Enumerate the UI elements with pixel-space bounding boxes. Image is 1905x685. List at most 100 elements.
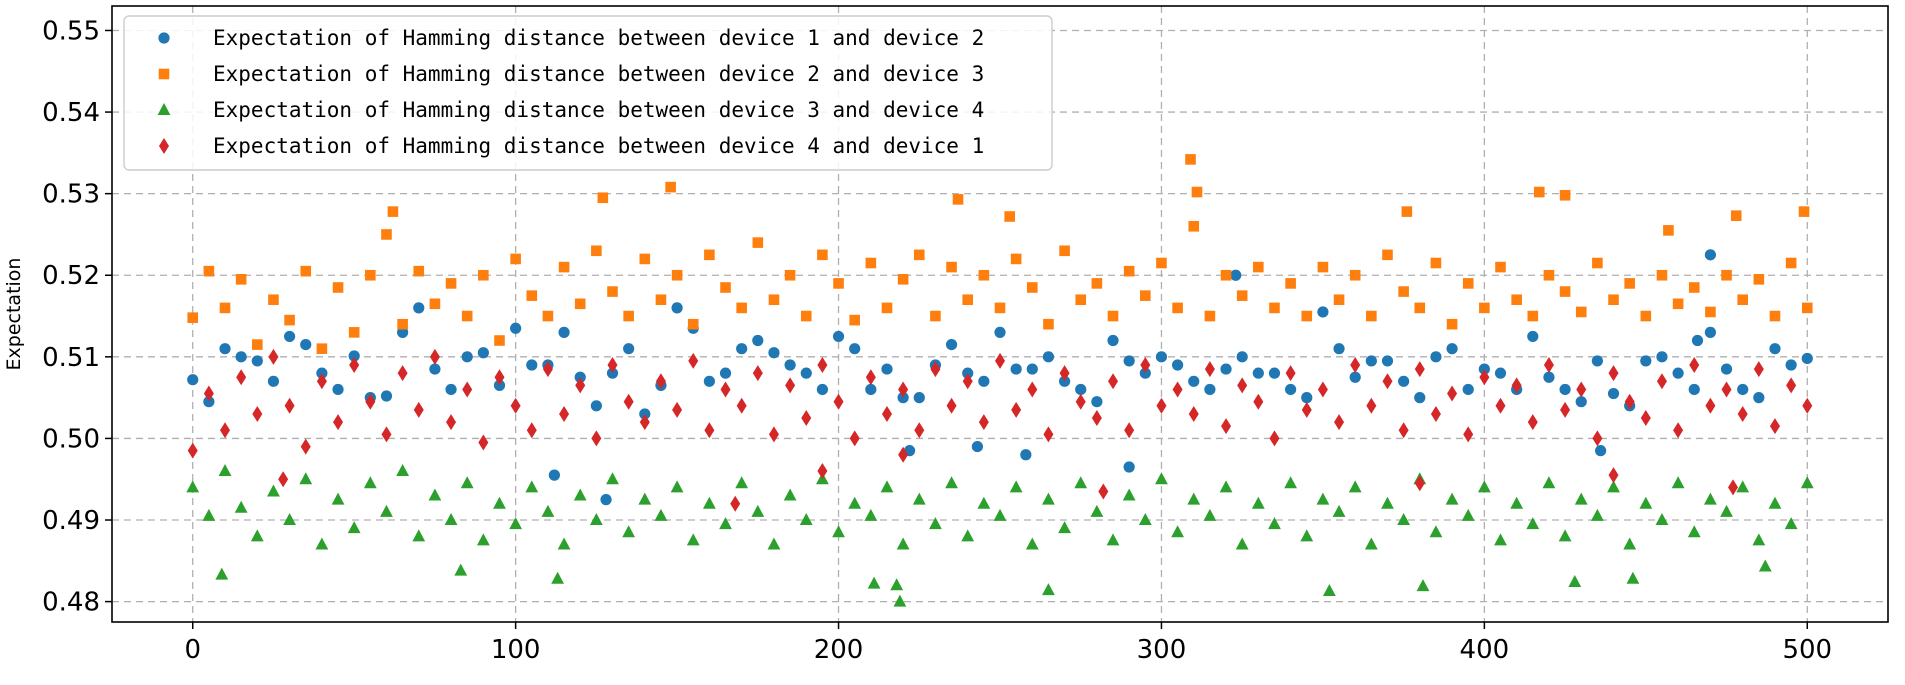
series-3-point — [945, 476, 958, 489]
series-2-points — [187, 154, 1813, 354]
series-2-point — [332, 282, 344, 293]
series-3-point — [347, 521, 361, 534]
series-4-point — [1221, 418, 1232, 435]
series-1-point — [1446, 343, 1458, 355]
series-3-point — [215, 567, 229, 580]
series-4-point — [1253, 393, 1264, 410]
series-1-point — [1010, 363, 1022, 375]
series-2-point — [1191, 186, 1203, 198]
series-1-point — [832, 330, 845, 343]
series-1-point — [1020, 449, 1032, 461]
series-3-point — [606, 472, 619, 485]
series-4-point — [736, 397, 747, 414]
series-4-point — [995, 352, 1005, 369]
series-4-point — [1140, 356, 1151, 373]
series-3-point — [1122, 488, 1136, 501]
series-3-point — [1364, 537, 1378, 550]
x-tick-label: 200 — [814, 635, 864, 665]
series-4-point — [1317, 381, 1328, 398]
series-2-point — [800, 310, 812, 322]
series-2-point — [833, 278, 844, 289]
series-2-point — [952, 194, 964, 205]
series-2-point — [1462, 278, 1474, 289]
series-1-point — [962, 367, 974, 379]
series-2-point — [687, 318, 699, 330]
series-1-point — [978, 375, 990, 387]
legend-marker-diamond — [159, 138, 169, 154]
series-3-point — [961, 529, 975, 542]
series-2-point — [962, 294, 974, 306]
series-4-point — [1188, 405, 1199, 422]
series-2-point — [671, 269, 683, 281]
series-2-point — [1730, 210, 1742, 221]
series-4-point — [526, 422, 537, 439]
legend-marker-triangle — [157, 103, 171, 115]
series-3-point — [380, 504, 393, 517]
series-1-point — [1075, 383, 1087, 396]
series-2-point — [665, 181, 676, 193]
series-2-point — [413, 265, 425, 277]
series-3-point — [654, 508, 668, 521]
series-3-point — [1042, 492, 1055, 505]
series-3-point — [1009, 480, 1023, 493]
series-1-point — [1543, 371, 1555, 383]
y-tick-label: 0.52 — [42, 261, 100, 291]
x-tick-label: 500 — [1782, 635, 1832, 665]
series-4-point — [1269, 430, 1280, 447]
series-2-point — [1010, 253, 1022, 265]
series-2-point — [219, 302, 231, 314]
series-3-point — [686, 533, 700, 546]
series-4-point — [1560, 401, 1571, 418]
legend-item: Expectation of Hamming distance between … — [159, 134, 984, 158]
series-3-points — [186, 464, 1814, 607]
series-4-point — [1479, 369, 1490, 386]
series-2-point — [1059, 245, 1070, 257]
series-2-point — [1204, 310, 1216, 322]
series-4-point — [1608, 467, 1619, 484]
series-4-point — [785, 377, 796, 394]
series-1-point — [1559, 383, 1571, 396]
series-3-point — [1590, 508, 1604, 521]
series-4-point — [559, 405, 570, 422]
series-2-point — [849, 314, 860, 326]
series-2-point — [1801, 302, 1813, 314]
series-2-point — [1559, 286, 1571, 297]
series-4-point — [446, 414, 457, 431]
series-2-point — [1559, 189, 1571, 201]
series-1-point — [1494, 367, 1507, 379]
series-1-point — [784, 359, 796, 371]
y-axis: 0.48 0.49 0.50 0.51 0.52 0.53 0.54 0.55 — [42, 16, 112, 618]
series-2-point — [1608, 294, 1619, 306]
series-4-point — [1576, 381, 1587, 398]
series-3-point — [1768, 496, 1782, 509]
series-4-point — [349, 356, 360, 373]
series-2-point — [994, 302, 1006, 314]
series-1-point — [203, 396, 215, 408]
series-2-point — [704, 249, 715, 261]
series-4-point — [672, 401, 683, 418]
series-2-point — [1624, 278, 1635, 289]
legend-item: Expectation of Hamming distance between … — [158, 62, 984, 86]
series-1-point — [971, 440, 983, 453]
series-4-point — [1753, 361, 1764, 378]
series-2-point — [865, 257, 877, 269]
series-3-point — [1219, 480, 1233, 493]
series-1-point — [1139, 367, 1151, 379]
series-4-point — [1027, 381, 1038, 398]
series-1-point — [1172, 359, 1184, 371]
series-3-point — [1316, 492, 1330, 505]
y-tick-label: 0.48 — [42, 588, 100, 618]
series-4-point — [220, 422, 231, 439]
series-4-point — [1511, 377, 1522, 394]
series-1-point — [1155, 351, 1168, 363]
series-2-point — [1075, 294, 1087, 306]
series-2-point — [510, 253, 521, 265]
series-2-point — [1479, 302, 1490, 314]
series-2-point — [348, 327, 360, 338]
series-4-point — [1543, 356, 1554, 373]
series-1-point — [1317, 306, 1329, 318]
series-4-point — [1447, 385, 1458, 402]
series-2-point — [946, 261, 957, 273]
series-1-point — [945, 338, 958, 351]
